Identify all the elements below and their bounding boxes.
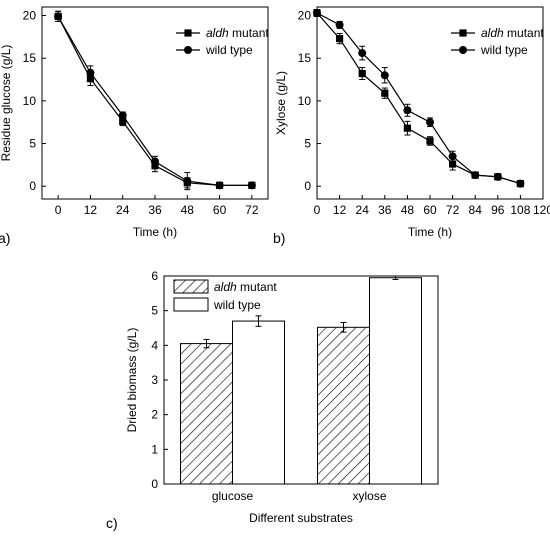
y-tick-label: 20: [23, 9, 37, 23]
y-tick-label: 10: [298, 94, 312, 108]
x-tick-label: 48: [181, 203, 195, 217]
y-tick-label: 1: [151, 442, 158, 456]
panel-label: c): [106, 515, 118, 531]
y-tick-label: 2: [151, 408, 158, 422]
x-axis-title: Time (h): [133, 225, 177, 239]
y-tick-label: 5: [151, 304, 158, 318]
data-point: [381, 89, 389, 97]
y-tick-label: 5: [29, 137, 36, 151]
x-tick-label: 12: [84, 203, 98, 217]
x-tick-label: 120: [533, 203, 550, 217]
y-tick-label: 20: [298, 9, 312, 23]
data-point: [215, 181, 224, 190]
x-tick-label: 36: [148, 203, 162, 217]
x-tick-label: 12: [333, 203, 347, 217]
legend-label: wild type: [213, 298, 261, 312]
data-point: [426, 137, 434, 145]
y-axis-title: Residue glucose (g/L): [0, 45, 13, 162]
y-tick-label: 0: [29, 179, 36, 193]
x-tick-label: 108: [510, 203, 530, 217]
panel-label: a): [0, 230, 10, 246]
legend-marker: [459, 46, 467, 54]
legend-label: aldh mutant: [214, 280, 277, 294]
data-point: [183, 177, 192, 186]
bar: [232, 320, 285, 485]
x-tick-label: 24: [356, 203, 370, 217]
legend-label: aldh mutant: [206, 26, 269, 40]
data-point: [119, 117, 127, 125]
x-tick-label: 60: [213, 203, 227, 217]
data-point: [493, 172, 502, 181]
legend-label: aldh mutant: [481, 26, 544, 40]
data-point: [335, 20, 344, 29]
data-point: [426, 118, 434, 127]
x-tick-label: 24: [116, 203, 130, 217]
x-tick-label: 0: [314, 203, 321, 217]
y-axis-title: Dried biomass (g/L): [125, 328, 139, 433]
data-point: [151, 157, 159, 166]
y-tick-label: 15: [298, 51, 312, 65]
data-point: [403, 124, 411, 132]
x-tick-label: 72: [446, 203, 460, 217]
x-axis-title: Time (h): [408, 225, 452, 239]
data-point: [358, 49, 367, 58]
series-line-2: [316, 12, 521, 185]
data-point: [380, 71, 389, 80]
legend-swatch: [173, 279, 209, 294]
data-point: [449, 160, 457, 168]
x-axis-title: Different substrates: [249, 511, 353, 525]
data-point: [336, 34, 344, 43]
y-tick-label: 10: [23, 94, 37, 108]
x-tick-label: 96: [491, 203, 505, 217]
data-point: [86, 68, 95, 77]
y-tick-label: 15: [23, 51, 37, 65]
legend-marker: [184, 29, 192, 37]
x-tick-label: 84: [469, 203, 483, 217]
x-tick-label: 72: [245, 203, 259, 217]
data-point: [358, 69, 366, 78]
legend-swatch: [173, 297, 209, 312]
y-tick-label: 0: [304, 179, 311, 193]
y-tick-label: 5: [304, 137, 311, 151]
data-point: [54, 12, 63, 21]
x-tick-label: 36: [378, 203, 392, 217]
data-point: [471, 171, 480, 180]
panel-b-xylose-chart: 0 12 24 36 48 60 72 84 96 108 120 0 5 10 15 20 aldh muta…: [273, 6, 550, 246]
data-point: [313, 8, 321, 17]
legend-marker: [184, 46, 192, 54]
panel-c-biomass-chart: 0 1 2 3 4 5 6 glucose xylose aldh mutant wild type…: [106, 269, 439, 531]
y-tick-label: 0: [151, 477, 158, 491]
legend-label: wild type: [205, 43, 253, 57]
y-tick-label: 3: [151, 373, 158, 387]
legend-marker: [459, 29, 467, 37]
panel-label: b): [273, 230, 285, 246]
x-tick-label: 0: [55, 203, 62, 217]
y-tick-label: 4: [151, 338, 158, 352]
bar: [180, 343, 233, 485]
y-tick-label: 6: [151, 269, 158, 283]
x-tick-label: 48: [401, 203, 415, 217]
bar: [369, 277, 422, 485]
x-tick-label: 60: [423, 203, 437, 217]
data-point: [403, 106, 412, 115]
bar: [317, 326, 370, 485]
data-point: [448, 152, 457, 161]
data-point: [118, 111, 127, 120]
x-tick-label: glucose: [212, 489, 254, 503]
data-point: [247, 181, 256, 190]
y-axis-title: Xylose (g/L): [274, 71, 288, 135]
data-point: [516, 179, 525, 188]
panel-a-glucose-chart: 0 12 24 36 48 60 72 0 5 10 15 20 aldh mutant wild typ…: [0, 6, 269, 246]
legend-label: wild type: [480, 43, 528, 57]
x-tick-label: xylose: [352, 489, 386, 503]
